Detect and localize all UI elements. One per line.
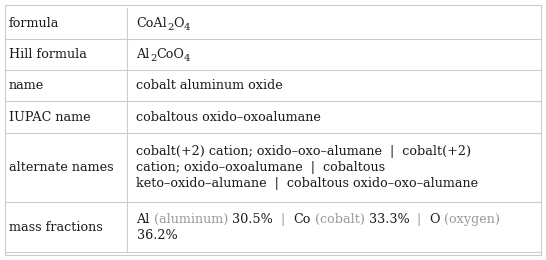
- Text: CoO: CoO: [156, 48, 184, 61]
- Text: alternate names: alternate names: [9, 161, 114, 174]
- Text: 2: 2: [150, 54, 156, 63]
- Text: 33.3%: 33.3%: [369, 212, 410, 225]
- Text: name: name: [9, 79, 44, 92]
- Text: |: |: [410, 212, 430, 225]
- Text: Hill formula: Hill formula: [9, 48, 87, 61]
- Text: |: |: [273, 212, 293, 225]
- Text: keto–oxido–alumane  |  cobaltous oxido–oxo–alumane: keto–oxido–alumane | cobaltous oxido–oxo…: [136, 177, 479, 190]
- Text: IUPAC name: IUPAC name: [9, 110, 90, 124]
- Text: O: O: [430, 212, 440, 225]
- Text: 36.2%: 36.2%: [136, 229, 177, 242]
- Text: 30.5%: 30.5%: [232, 212, 273, 225]
- Text: cobalt aluminum oxide: cobalt aluminum oxide: [136, 79, 283, 92]
- Text: cobaltous oxido–oxoalumane: cobaltous oxido–oxoalumane: [136, 110, 322, 124]
- Text: O: O: [174, 17, 184, 30]
- Text: 4: 4: [184, 23, 191, 32]
- Text: CoAl: CoAl: [136, 17, 167, 30]
- Text: formula: formula: [9, 17, 59, 30]
- Text: cation; oxido–oxoalumane  |  cobaltous: cation; oxido–oxoalumane | cobaltous: [136, 161, 385, 174]
- Text: Al: Al: [136, 48, 150, 61]
- Text: (cobalt): (cobalt): [311, 212, 369, 225]
- Text: Co: Co: [293, 212, 311, 225]
- Text: 4: 4: [184, 54, 191, 63]
- Text: cobalt(+2) cation; oxido–oxo–alumane  |  cobalt(+2): cobalt(+2) cation; oxido–oxo–alumane | c…: [136, 145, 472, 158]
- Text: 2: 2: [167, 23, 174, 32]
- Text: (oxygen): (oxygen): [440, 212, 500, 225]
- Text: mass fractions: mass fractions: [9, 220, 103, 233]
- Text: (aluminum): (aluminum): [150, 212, 232, 225]
- Text: Al: Al: [136, 212, 150, 225]
